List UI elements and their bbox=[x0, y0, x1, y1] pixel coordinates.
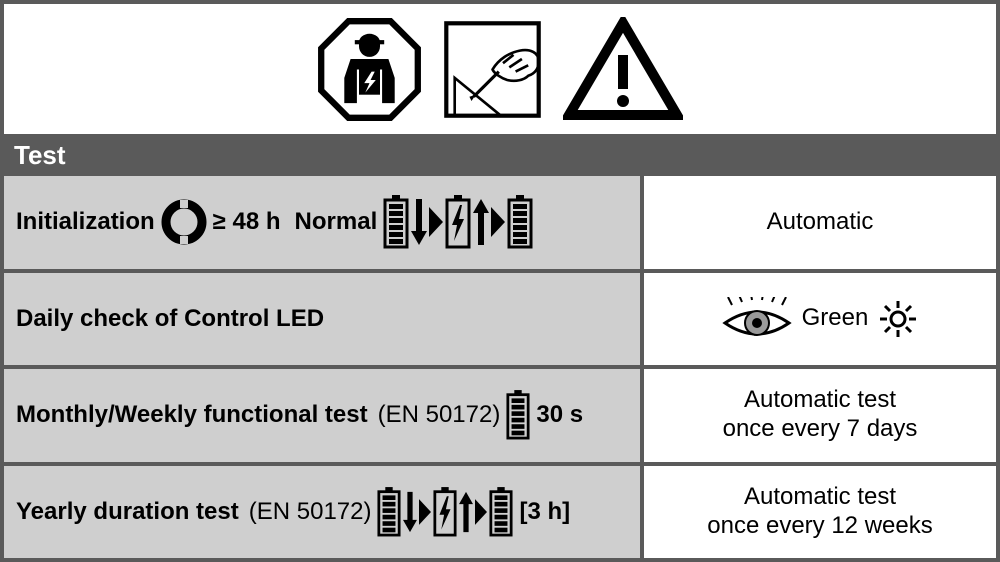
right-text-2: once every 12 weeks bbox=[707, 512, 932, 541]
document-frame: Test Initialization ≥ 48 h Normal bbox=[0, 0, 1000, 562]
right-text: Automatic bbox=[767, 208, 874, 237]
right-text-1: Automatic test bbox=[744, 386, 896, 415]
row-label: Yearly duration test bbox=[16, 498, 239, 526]
row-label: Initialization bbox=[16, 208, 155, 236]
duration-label: 30 s bbox=[536, 401, 583, 429]
row-right: Automatic test once every 12 weeks bbox=[644, 466, 996, 559]
right-text-1: Automatic test bbox=[744, 483, 896, 512]
battery-charging-icon bbox=[445, 195, 471, 249]
section-header: Test bbox=[4, 134, 996, 176]
warning-triangle-icon bbox=[563, 17, 683, 122]
chevron-right-icon bbox=[491, 195, 505, 249]
battery-full-icon bbox=[383, 195, 409, 249]
row-label: Monthly/Weekly functional test bbox=[16, 401, 368, 429]
timer-ring-icon bbox=[161, 199, 207, 245]
arrow-up-icon bbox=[459, 487, 473, 537]
table-row: Initialization ≥ 48 h Normal bbox=[4, 176, 996, 269]
chevron-right-icon bbox=[419, 487, 431, 537]
row-right: Automatic bbox=[644, 176, 996, 269]
electrician-octagon-icon bbox=[317, 17, 422, 122]
row-right: Automatic test once every 7 days bbox=[644, 369, 996, 462]
duration-label: ≥ 48 h bbox=[213, 208, 281, 236]
table-row: Yearly duration test (EN 50172) bbox=[4, 462, 996, 559]
led-color-label: Green bbox=[802, 304, 869, 333]
duration-label: [3 h] bbox=[519, 498, 570, 526]
arrow-down-icon bbox=[403, 487, 417, 537]
section-title: Test bbox=[14, 140, 66, 171]
battery-full-icon bbox=[489, 487, 513, 537]
charge-cycle-icon bbox=[377, 487, 513, 537]
row-left: Daily check of Control LED bbox=[4, 273, 644, 366]
arrow-up-icon bbox=[473, 195, 489, 249]
right-text-2: once every 7 days bbox=[723, 415, 918, 444]
battery-full-icon bbox=[507, 195, 533, 249]
arrow-down-icon bbox=[411, 195, 427, 249]
battery-full-icon bbox=[377, 487, 401, 537]
eye-icon bbox=[722, 297, 792, 341]
test-table: Initialization ≥ 48 h Normal bbox=[4, 176, 996, 558]
chevron-right-icon bbox=[429, 195, 443, 249]
row-right: Green bbox=[644, 273, 996, 366]
row-left: Yearly duration test (EN 50172) bbox=[4, 466, 644, 559]
standard-label: (EN 50172) bbox=[249, 498, 372, 526]
standard-label: (EN 50172) bbox=[378, 401, 501, 429]
sun-led-icon bbox=[878, 299, 918, 339]
chevron-right-icon bbox=[475, 487, 487, 537]
safety-icon-banner bbox=[4, 4, 996, 134]
mode-label: Normal bbox=[295, 208, 378, 236]
battery-charging-icon bbox=[433, 487, 457, 537]
row-label: Daily check of Control LED bbox=[16, 305, 324, 333]
row-left: Initialization ≥ 48 h Normal bbox=[4, 176, 644, 269]
table-row: Daily check of Control LED Green bbox=[4, 269, 996, 366]
hand-writing-icon bbox=[440, 17, 545, 122]
battery-full-icon bbox=[506, 390, 530, 440]
table-row: Monthly/Weekly functional test (EN 50172… bbox=[4, 365, 996, 462]
row-left: Monthly/Weekly functional test (EN 50172… bbox=[4, 369, 644, 462]
charge-cycle-icon bbox=[383, 195, 533, 249]
